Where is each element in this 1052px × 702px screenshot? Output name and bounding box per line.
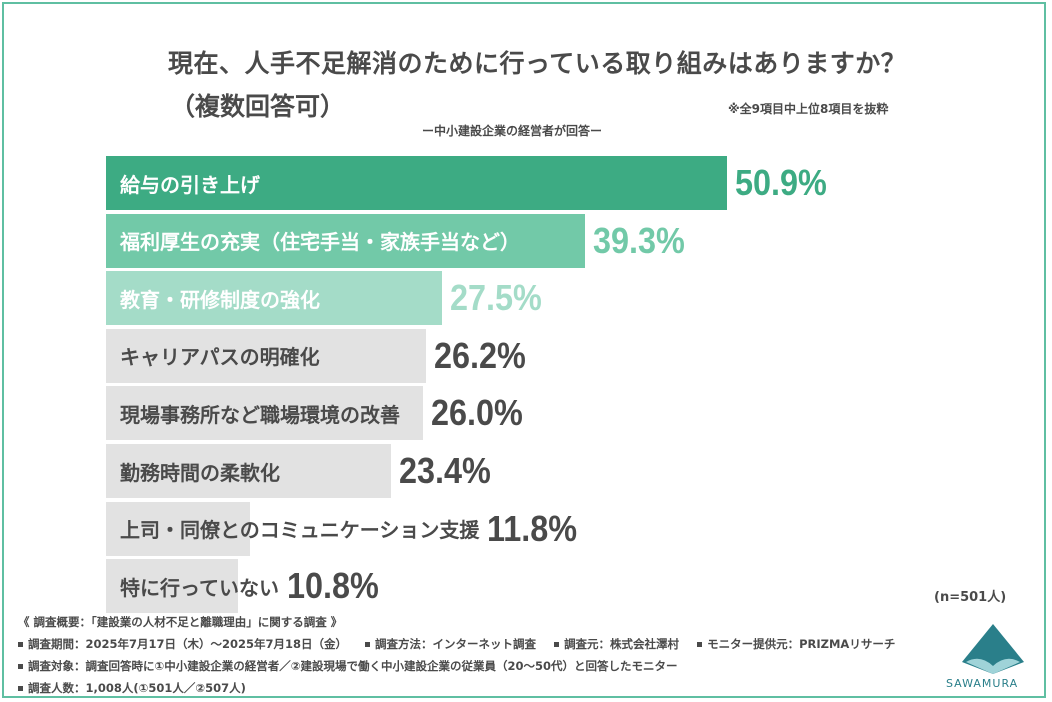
sample-size-label: (n=501人) [934,590,1007,605]
bar-value-label: 26.2% [433,334,526,376]
survey-count-row: 調査人数：1,008人(①501人／②507人) [18,680,246,696]
bar-value-label: 10.8% [287,565,379,607]
survey-details-row: 調査期間：2025年7月17日（木）～2025年7月18日（金） 調査方法：イン… [18,636,909,652]
chart-title: 現在、人手不足解消のために行っている取り組みはありますか？ [168,49,907,78]
survey-count: 調査人数：1,008人(①501人／②507人) [28,681,246,695]
bar-value-label: 50.9% [734,162,827,203]
bar-5: 現場事務所など職場環境の改善 [106,386,424,441]
excerpt-note: ※全9項目中上位8項目を抜粋 [728,102,889,116]
bar-2: 福利厚生の充実（住宅手当・家族手当など） [106,213,586,268]
bar-value-label: 11.8% [487,507,578,549]
survey-method: 調査方法：インターネット調査 [375,637,537,651]
bar-label: 特に行っていない [120,575,279,600]
bar-value-label: 26.0% [431,392,524,434]
survey-organizer: 調査元：株式会社澤村 [564,637,680,651]
survey-monitor: モニター提供元：PRIZMAリサーチ [707,637,896,651]
bar-8: 特に行っていない [106,559,279,614]
bar-label: 給与の引き上げ [120,172,260,197]
bar-label: 福利厚生の充実（住宅手当・家族手当など） [120,230,520,255]
sawamura-logo-icon [962,624,1024,674]
bar-value-label: 23.4% [399,450,492,491]
bar-value-label: 27.5% [449,277,542,319]
bar-label: 教育・研修制度の強化 [120,287,320,312]
bar-label: 上司・同僚とのコミュニケーション支援 [120,518,480,543]
bar-value-label: 39.3% [593,219,686,261]
survey-target-row: 調査対象：調査回答時に①中小建設企業の経営者／②建設現場で働く中小建設企業の従業… [18,658,677,674]
bar-label: 勤務時間の柔軟化 [120,460,280,485]
survey-target: 調査対象：調査回答時に①中小建設企業の経営者／②建設現場で働く中小建設企業の従業… [28,659,678,673]
chart-subtitle: （複数回答可） [170,92,346,121]
bar-6: 勤務時間の柔軟化 [106,444,392,498]
respondent-label: ー中小建設企業の経営者が回答ー [422,124,603,138]
survey-overview-title: 《 調査概要：「建設業の人材不足と離職理由」に関する調査 》 [18,615,343,629]
bar-7: 上司・同僚とのコミュニケーション支援 [106,501,479,556]
logo-text: SAWAMURA [946,677,1019,690]
survey-period: 調査期間：2025年7月17日（木）～2025年7月18日（金） [28,637,348,651]
bar-4: キャリアパスの明確化 [106,328,426,383]
bar-label: 現場事務所など職場環境の改善 [120,402,400,427]
bar-3: 教育・研修制度の強化 [106,271,442,326]
bar-label: キャリアパスの明確化 [120,345,320,370]
bar-1: 給与の引き上げ [106,156,727,210]
